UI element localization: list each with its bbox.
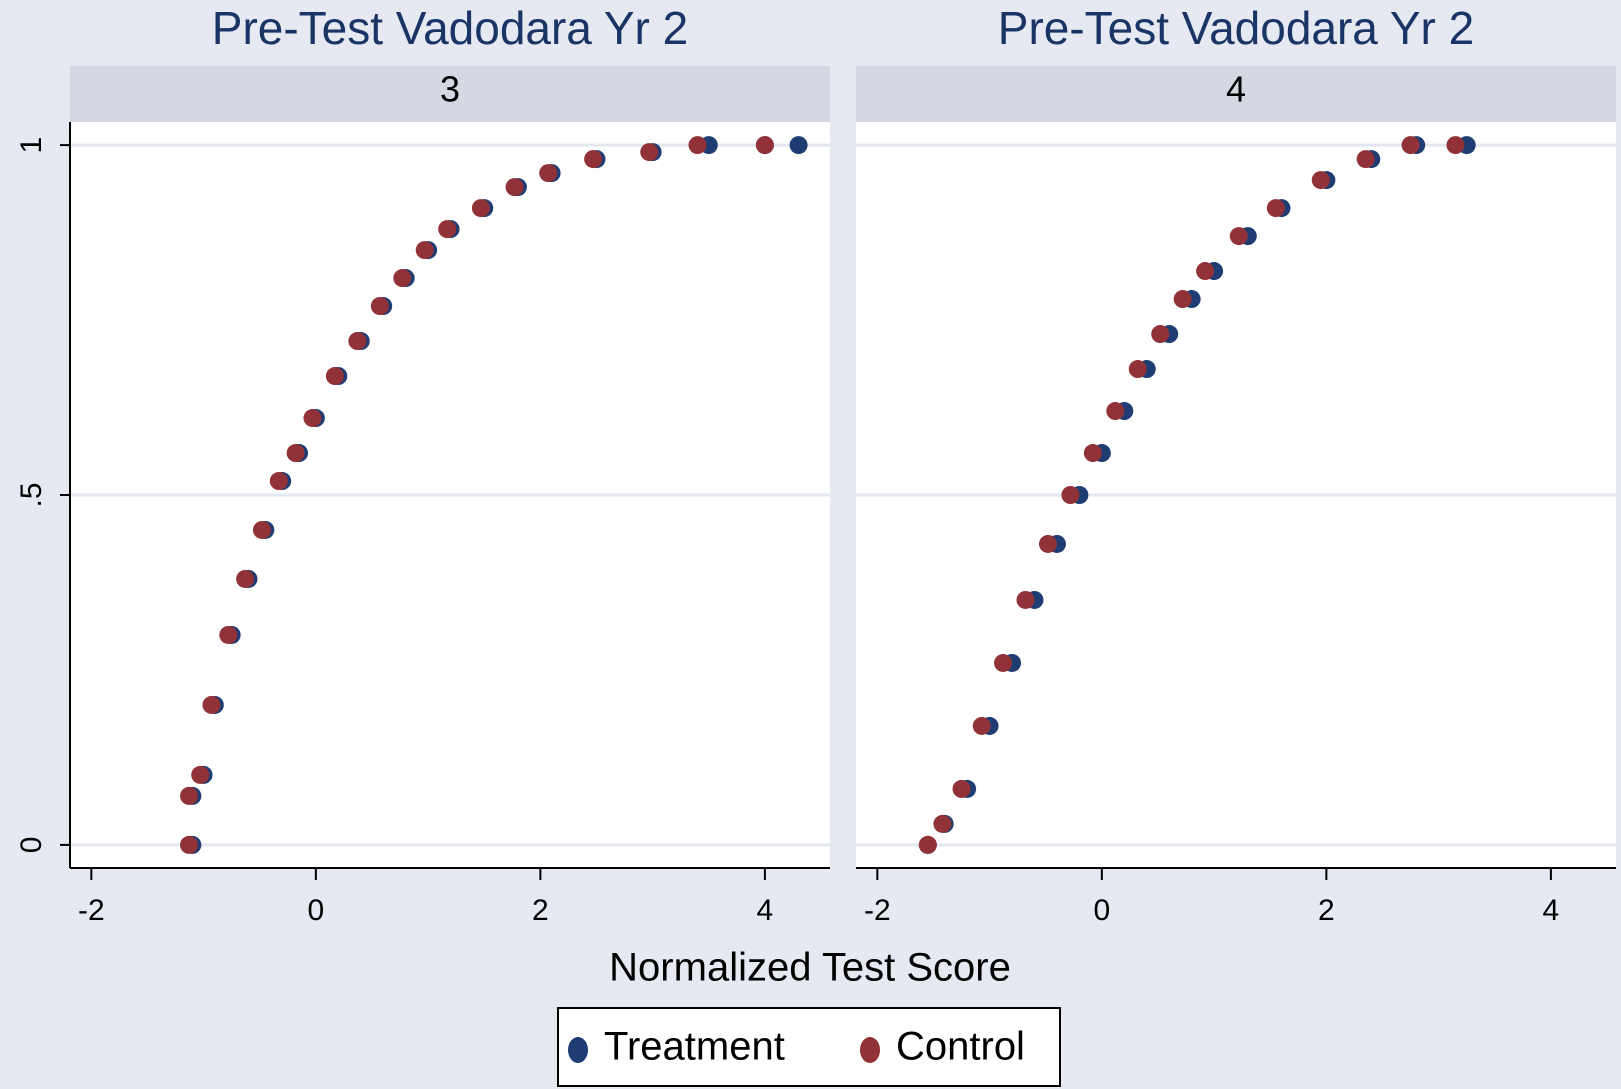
legend-label: Treatment — [604, 1025, 785, 1069]
x-tick-label: 2 — [532, 894, 549, 927]
data-point — [1446, 136, 1465, 155]
data-point — [1173, 290, 1192, 309]
data-point — [1311, 171, 1330, 190]
data-point — [584, 150, 603, 169]
data-point — [1229, 227, 1248, 246]
data-point — [1266, 199, 1285, 218]
strip — [70, 66, 830, 122]
strip-label: 3 — [440, 69, 460, 110]
x-axis-label: Normalized Test Score — [609, 946, 1011, 990]
x-tick-label: 0 — [1094, 894, 1111, 927]
strip-label: 4 — [1226, 69, 1246, 110]
chart-title: Pre-Test Vadodara Yr 2 — [212, 2, 688, 54]
data-point — [972, 716, 991, 735]
data-point — [202, 695, 221, 714]
data-point — [325, 367, 344, 386]
data-point — [1038, 534, 1057, 553]
data-point — [370, 297, 389, 316]
data-point — [179, 835, 198, 854]
legend-box — [557, 1007, 1061, 1087]
data-point — [191, 765, 210, 784]
data-point — [269, 472, 288, 491]
data-point — [236, 569, 255, 588]
x-tick-label: 4 — [757, 894, 774, 927]
data-point — [179, 786, 198, 805]
data-point — [640, 143, 659, 162]
data-point — [438, 220, 457, 239]
data-point — [918, 835, 937, 854]
x-tick-label: 4 — [1543, 894, 1560, 927]
data-point — [252, 520, 271, 539]
legend-label: Control — [896, 1025, 1025, 1069]
data-point — [933, 814, 952, 833]
x-tick-label: -2 — [864, 894, 891, 927]
data-point — [789, 136, 808, 155]
data-point — [415, 241, 434, 260]
data-point — [952, 779, 971, 798]
x-tick-label: 0 — [308, 894, 325, 927]
data-point — [393, 269, 412, 288]
data-point — [1016, 590, 1035, 609]
data-point — [1196, 262, 1215, 281]
data-point — [994, 653, 1013, 672]
x-tick-label: -2 — [78, 894, 105, 927]
data-point — [1106, 402, 1125, 421]
strip — [856, 66, 1616, 122]
data-point — [1356, 150, 1375, 169]
data-point — [755, 136, 774, 155]
x-tick-label: 2 — [1318, 894, 1335, 927]
y-tick-label: 1 — [15, 137, 48, 154]
data-point — [1401, 136, 1420, 155]
data-point — [348, 332, 367, 351]
data-point — [303, 409, 322, 428]
data-point — [1128, 360, 1147, 379]
chart-title: Pre-Test Vadodara Yr 2 — [998, 2, 1474, 54]
y-tick-label: 0 — [15, 837, 48, 854]
data-point — [688, 136, 707, 155]
data-point — [286, 444, 305, 463]
legend-marker — [568, 1037, 588, 1063]
data-point — [505, 178, 524, 197]
data-point — [1083, 444, 1102, 463]
legend-marker — [860, 1037, 880, 1063]
data-point — [1151, 325, 1170, 344]
data-point — [219, 625, 238, 644]
y-tick-label: .5 — [15, 482, 48, 507]
data-point — [539, 164, 558, 183]
data-point — [1061, 486, 1080, 504]
data-point — [471, 199, 490, 218]
